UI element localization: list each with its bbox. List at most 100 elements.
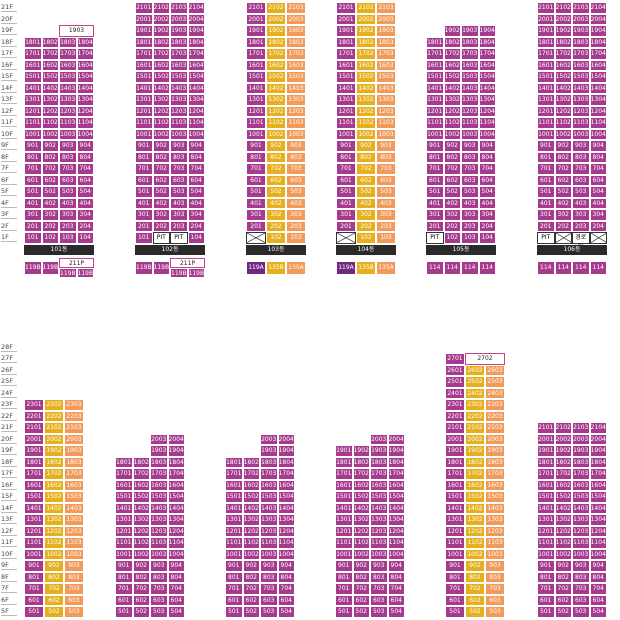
unit-cell: 1301: [135, 94, 153, 106]
floor-label: 6F: [1, 595, 17, 605]
unit-cell: 1604: [387, 479, 405, 491]
unit-cell: 1402: [443, 82, 461, 94]
unit-cell: 704: [187, 163, 205, 175]
unit-cell: 1604: [167, 479, 185, 491]
floor-label: 16F: [1, 480, 17, 490]
unit-cell: 1804: [387, 456, 405, 468]
unit-cell: 1002: [554, 548, 572, 560]
unit-cell: 1303: [376, 94, 396, 106]
unit-cell: 1502: [356, 71, 376, 83]
floor-label: 24F: [1, 388, 17, 398]
floor-label: 7F: [1, 163, 17, 173]
unit-cell: 1203: [572, 525, 590, 537]
unit-cell: 202: [152, 220, 170, 232]
unit-cell: 804: [76, 151, 94, 163]
unit-cell: 1504: [167, 491, 185, 503]
floor-label: 21F: [1, 422, 17, 432]
unit-cell: 104: [478, 232, 496, 244]
unit-cell: 1802: [356, 36, 376, 48]
unit-cell: 1604: [589, 59, 607, 71]
unit-cell: 1001: [225, 548, 243, 560]
unit-cell: 602: [44, 594, 64, 606]
unit-cell: 1504: [187, 71, 205, 83]
unit-cell: 1703: [260, 468, 278, 480]
unit-cell: 1702: [266, 48, 286, 60]
unit-cell: 1003: [572, 128, 590, 140]
floor-label: 19F: [1, 445, 17, 455]
unit-cell: 103: [376, 232, 396, 244]
unit-cell: 801: [225, 571, 243, 583]
unit-cell: 1202: [44, 525, 64, 537]
void-cell: [554, 232, 572, 244]
unit-cell: 1404: [387, 502, 405, 514]
unit-cell: 1103: [260, 537, 278, 549]
unit-cell: 302: [554, 209, 572, 221]
unit-cell: 401: [336, 197, 356, 209]
unit-cell: 303: [572, 209, 590, 221]
unit-cell: 403: [572, 197, 590, 209]
unit-cell: 402: [356, 197, 376, 209]
unit-cell: 604: [76, 174, 94, 186]
unit-cell: 1003: [260, 548, 278, 560]
unit-cell: 1201: [537, 525, 555, 537]
unit-cell: 903: [170, 140, 188, 152]
unit-cell: 1501: [24, 71, 42, 83]
unit-cell: 1201: [24, 105, 42, 117]
unit-cell: 2101: [24, 422, 44, 434]
unit-cell: 604: [589, 174, 607, 186]
unit-cell: 1703: [370, 468, 388, 480]
floor-label: 10F: [1, 549, 17, 559]
unit-cell: 404: [76, 197, 94, 209]
unit-cell: 1501: [225, 491, 243, 503]
unit-cell: 1402: [554, 502, 572, 514]
unit-cell: 1303: [485, 514, 505, 526]
unit-cell: 1803: [376, 36, 396, 48]
floor-label: 15F: [1, 491, 17, 501]
unit-cell: 403: [286, 197, 306, 209]
unit-cell: 1603: [461, 59, 479, 71]
unit-cell: 203: [286, 220, 306, 232]
unit-cell: 1603: [370, 479, 388, 491]
unit-cell: 501: [115, 606, 133, 618]
unit-cell: 203: [170, 220, 188, 232]
unit-cell: 602: [242, 594, 260, 606]
unit-cell: 1701: [537, 48, 555, 60]
unit-cell: 603: [461, 174, 479, 186]
unit-cell: 1101: [135, 117, 153, 129]
unit-cell: 1403: [485, 502, 505, 514]
unit-cell: 1104: [167, 537, 185, 549]
unit-cell: 1104: [187, 117, 205, 129]
unit-cell: 602: [152, 174, 170, 186]
unit-cell: 603: [370, 594, 388, 606]
unit-cell: 904: [387, 560, 405, 572]
unit-cell: 904: [76, 140, 94, 152]
unit-cell: 801: [115, 571, 133, 583]
unit-cell: 1702: [554, 48, 572, 60]
unit-cell: 1803: [170, 36, 188, 48]
unit-cell: 704: [589, 163, 607, 175]
unit-cell: 2201: [24, 410, 44, 422]
unit-cell: 1304: [167, 514, 185, 526]
unit-cell: 1604: [76, 59, 94, 71]
unit-cell: 1901: [135, 25, 153, 37]
unit-cell: 601: [537, 594, 555, 606]
unit-cell: 303: [461, 209, 479, 221]
unit-cell: 2101: [336, 2, 356, 14]
unit-cell: 1502: [443, 71, 461, 83]
unit-cell: 1203: [150, 525, 168, 537]
unit-type: 114: [443, 260, 461, 275]
unit-cell: 1303: [286, 94, 306, 106]
unit-cell: 503: [461, 186, 479, 198]
unit-cell: 2003: [150, 433, 168, 445]
unit-cell: 1702: [132, 468, 150, 480]
unit-cell: 1901: [335, 445, 353, 457]
unit-cell: 1301: [426, 94, 444, 106]
unit-cell: 1204: [167, 525, 185, 537]
unit-cell: 402: [554, 197, 572, 209]
unit-cell: 702: [242, 583, 260, 595]
unit-cell: 1303: [64, 514, 84, 526]
unit-cell: 1502: [41, 71, 59, 83]
unit-cell: 502: [44, 606, 64, 618]
unit-cell: 1601: [115, 479, 133, 491]
unit-cell: 1904: [187, 25, 205, 37]
